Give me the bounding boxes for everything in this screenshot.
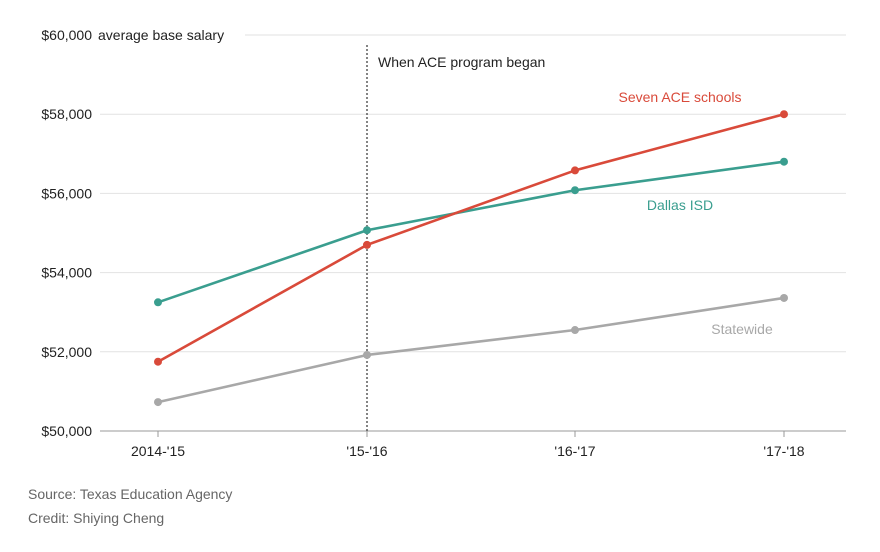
data-point — [363, 240, 371, 249]
y-tick-label: $56,000 — [41, 185, 92, 201]
series-line — [157, 296, 785, 404]
series-label: Seven ACE schools — [619, 89, 742, 105]
annotation-layer: When ACE program began — [366, 45, 545, 431]
data-point — [780, 293, 788, 302]
series-label: Dallas ISD — [647, 197, 713, 213]
series-label: Statewide — [711, 321, 773, 337]
data-point — [571, 326, 579, 335]
data-point — [571, 186, 579, 195]
series-label-layer: Seven ACE schools Dallas ISD Statewide — [619, 89, 773, 337]
data-point — [363, 226, 371, 235]
ace-start-annotation: When ACE program began — [378, 54, 545, 70]
data-point — [154, 398, 162, 407]
data-point — [154, 357, 162, 366]
x-tick-label: '17-'18 — [763, 443, 804, 459]
source-note: Source: Texas Education Agency — [28, 486, 233, 502]
x-tick-label: '15-'16 — [346, 443, 387, 459]
data-point — [780, 110, 788, 119]
data-point — [780, 157, 788, 166]
y-axis-label: average base salary — [98, 27, 224, 43]
series-line — [157, 112, 785, 363]
data-point — [154, 298, 162, 307]
grid-layer — [100, 34, 846, 432]
y-tick-label: $52,000 — [41, 344, 92, 360]
y-tick-label: $54,000 — [41, 265, 92, 281]
series-line — [157, 160, 785, 304]
y-tick-label: $50,000 — [41, 423, 92, 439]
x-tick-label: '16-'17 — [554, 443, 595, 459]
axis-layer: $50,000 $52,000 $54,000 $56,000 $58,000 $60,0… — [41, 27, 804, 459]
data-point — [363, 350, 371, 359]
series-layer — [154, 110, 788, 407]
y-tick-label: $60,000 — [41, 27, 92, 43]
x-tick-label: 2014-'15 — [131, 443, 185, 459]
credit-note: Credit: Shiying Cheng — [28, 510, 165, 526]
y-tick-label: $58,000 — [41, 106, 92, 122]
data-point — [571, 166, 579, 175]
